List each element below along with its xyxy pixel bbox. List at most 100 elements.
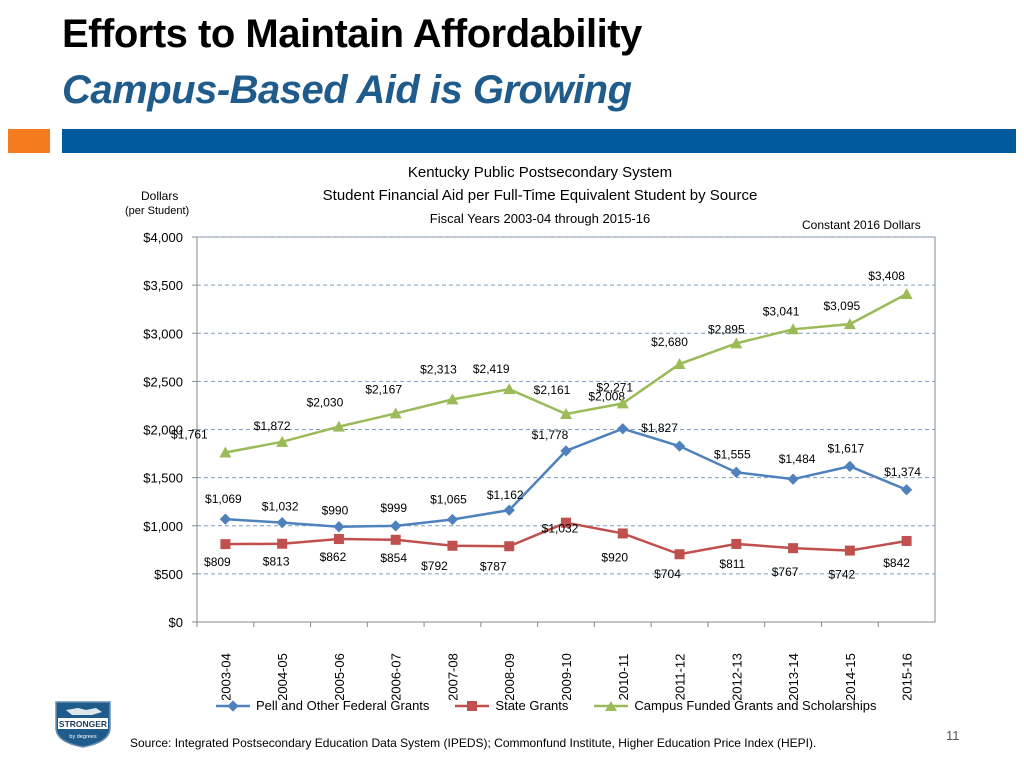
data-label-pell: $1,162 bbox=[487, 488, 524, 502]
data-label-state: $1,032 bbox=[542, 522, 579, 536]
chart-legend: Pell and Other Federal Grants State Gran… bbox=[216, 698, 902, 713]
x-tick-label: 2003-04 bbox=[218, 653, 233, 700]
legend-item-pell: Pell and Other Federal Grants bbox=[216, 698, 429, 713]
data-point-campus bbox=[219, 446, 232, 458]
data-point-campus bbox=[730, 337, 743, 349]
y-tick-label: $1,500 bbox=[143, 471, 183, 486]
legend-marker-state bbox=[455, 700, 490, 711]
data-label-campus: $2,895 bbox=[708, 322, 745, 336]
data-point-pell bbox=[276, 517, 288, 529]
data-point-campus bbox=[276, 435, 289, 447]
data-label-state: $854 bbox=[380, 551, 407, 565]
legend-item-state: State Grants bbox=[455, 698, 568, 713]
x-tick-label: 2012-13 bbox=[729, 653, 744, 700]
data-point-pell bbox=[503, 504, 515, 516]
data-label-campus: $1,872 bbox=[254, 419, 291, 433]
data-point-campus bbox=[787, 323, 800, 335]
data-point-state bbox=[788, 543, 799, 554]
y-tick-label: $2,500 bbox=[143, 374, 183, 389]
data-label-campus: $3,095 bbox=[823, 299, 860, 313]
data-point-state bbox=[277, 538, 288, 549]
data-label-campus: $1,761 bbox=[171, 428, 208, 442]
data-label-pell: $1,484 bbox=[779, 452, 816, 466]
accent-square bbox=[8, 129, 50, 153]
data-label-state: $862 bbox=[320, 550, 347, 564]
chart-title-line-2: Student Financial Aid per Full-Time Equi… bbox=[322, 187, 758, 204]
data-point-state bbox=[561, 517, 571, 528]
data-label-state: $809 bbox=[204, 555, 231, 569]
data-label-pell: $1,374 bbox=[884, 465, 921, 479]
data-label-state: $742 bbox=[828, 568, 855, 582]
data-label-state: $767 bbox=[772, 565, 799, 579]
legend-marker-campus bbox=[594, 700, 629, 711]
data-point-pell bbox=[844, 460, 856, 473]
data-point-state bbox=[447, 540, 458, 551]
data-label-campus: $2,419 bbox=[473, 362, 510, 376]
header-bar bbox=[62, 129, 1016, 153]
data-point-state bbox=[220, 539, 231, 550]
chart-title-line-1: Kentucky Public Postsecondary System bbox=[407, 164, 673, 181]
data-point-state bbox=[844, 545, 855, 556]
data-label-campus: $2,271 bbox=[596, 380, 633, 394]
x-tick-label: 2007-08 bbox=[445, 653, 460, 700]
x-tick-label: 2014-15 bbox=[843, 653, 858, 700]
x-tick-label: 2009-10 bbox=[559, 653, 574, 700]
x-tick-label: 2013-14 bbox=[786, 653, 801, 700]
slide-subtitle: Campus-Based Aid is Growing bbox=[62, 68, 632, 112]
data-label-state: $704 bbox=[654, 567, 681, 581]
constant-dollars-note: Constant 2016 Dollars bbox=[802, 218, 921, 232]
line-chart: $0 $500 $1,000 $1,500 $2,000 $2,500 $3,000 $3,5… bbox=[143, 230, 936, 700]
data-point-state bbox=[333, 534, 344, 545]
chart-title-line-3: Fiscal Years 2003-04 through 2015-16 bbox=[429, 211, 651, 226]
data-label-pell: $1,778 bbox=[532, 428, 569, 442]
data-point-campus bbox=[389, 407, 402, 419]
y-tick-label: $2,000 bbox=[143, 423, 183, 438]
data-point-pell bbox=[617, 423, 629, 435]
data-point-pell bbox=[900, 484, 913, 496]
data-point-campus bbox=[843, 318, 856, 330]
data-point-state bbox=[504, 541, 515, 552]
legend-label-state: State Grants bbox=[495, 698, 569, 713]
data-label-campus: $2,313 bbox=[420, 362, 457, 376]
data-point-pell bbox=[390, 520, 402, 532]
data-label-campus: $2,030 bbox=[307, 396, 344, 410]
data-label-pell: $1,827 bbox=[641, 421, 678, 435]
data-point-pell bbox=[560, 445, 572, 457]
data-point-campus bbox=[446, 393, 459, 405]
data-label-campus: $2,167 bbox=[365, 382, 402, 396]
y-tick-label: $3,500 bbox=[143, 278, 183, 293]
legend-item-campus: Campus Funded Grants and Scholarships bbox=[594, 698, 876, 713]
data-label-campus: $3,408 bbox=[868, 269, 905, 283]
y-axis-label-unit: (per Student) bbox=[125, 205, 190, 217]
y-tick-label: $0 bbox=[169, 615, 183, 630]
data-label-pell: $999 bbox=[380, 501, 407, 515]
data-point-pell bbox=[219, 513, 232, 525]
data-point-pell bbox=[730, 466, 742, 478]
data-label-campus: $2,680 bbox=[651, 335, 688, 349]
data-point-pell bbox=[446, 513, 459, 526]
data-label-pell: $1,617 bbox=[827, 441, 864, 455]
data-label-pell: $2,008 bbox=[588, 390, 625, 404]
y-tick-label: $1,000 bbox=[143, 519, 183, 534]
data-point-campus bbox=[332, 420, 345, 432]
data-point-state bbox=[390, 534, 401, 545]
data-point-state bbox=[674, 549, 685, 560]
x-tick-label: 2010-11 bbox=[616, 654, 631, 700]
y-tick-label: $4,000 bbox=[143, 230, 183, 245]
data-point-campus bbox=[900, 287, 913, 299]
logo-text-sub: by degrees bbox=[69, 734, 96, 740]
data-point-campus bbox=[560, 408, 572, 420]
x-tick-label: 2008-09 bbox=[502, 653, 517, 700]
data-label-pell: $1,555 bbox=[714, 447, 751, 461]
data-label-state: $787 bbox=[480, 559, 507, 573]
y-tick-label: $3,000 bbox=[143, 326, 183, 341]
data-label-pell: $1,065 bbox=[430, 492, 467, 506]
data-point-campus bbox=[503, 383, 516, 395]
data-point-pell bbox=[333, 521, 345, 533]
data-point-pell bbox=[787, 473, 799, 485]
page-number: 11 bbox=[946, 728, 960, 743]
legend-label-campus: Campus Funded Grants and Scholarships bbox=[634, 698, 877, 713]
data-label-pell: $1,069 bbox=[205, 492, 242, 506]
stronger-by-degrees-logo: STRONGER by degrees bbox=[55, 701, 111, 748]
source-note: Source: Integrated Postsecondary Educati… bbox=[130, 736, 817, 750]
